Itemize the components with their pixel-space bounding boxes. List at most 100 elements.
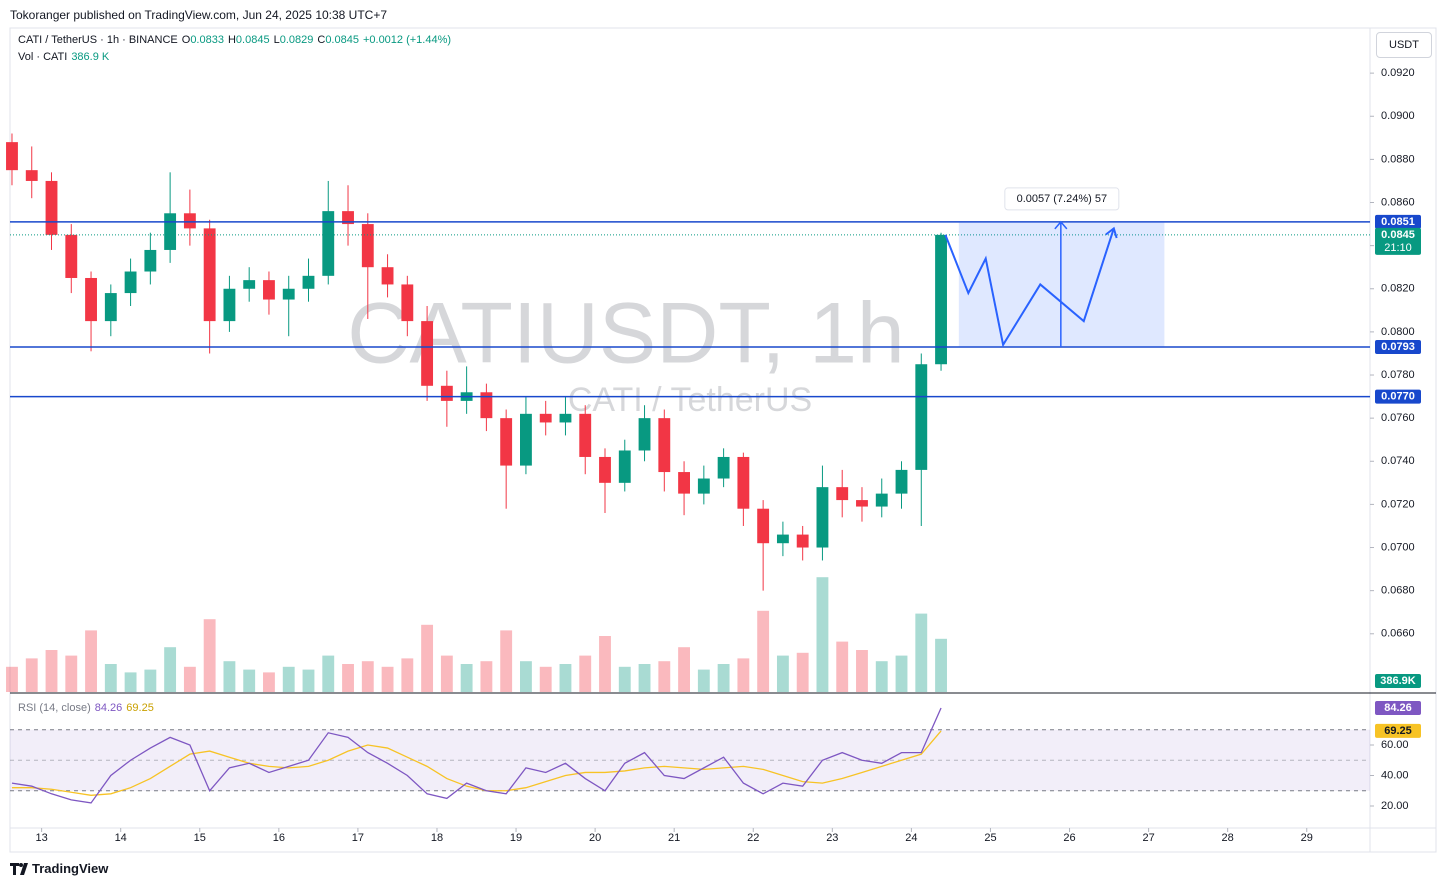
candle-body bbox=[520, 413, 532, 466]
x-tick-label: 14 bbox=[115, 832, 127, 844]
level-badge bbox=[1375, 214, 1421, 229]
candle-body bbox=[243, 280, 256, 289]
candle-body bbox=[816, 487, 829, 548]
volume-bar bbox=[500, 630, 513, 692]
projection-box bbox=[958, 221, 1165, 347]
candle-body bbox=[183, 213, 196, 229]
rsi-line bbox=[11, 707, 942, 804]
rsi-legend: RSI (14, close) 84.26 69.25 bbox=[18, 702, 154, 714]
last-price-label: 0.0845 bbox=[1381, 229, 1415, 241]
volume-bar bbox=[480, 661, 493, 692]
ohlc-item: O0.0833 bbox=[182, 34, 224, 46]
volume-bar bbox=[776, 655, 789, 692]
volume-bar bbox=[579, 655, 592, 692]
volume-bar bbox=[638, 664, 651, 692]
level-label: 0.0793 bbox=[1381, 341, 1415, 353]
volume-bar bbox=[539, 666, 552, 692]
volume-bar bbox=[124, 672, 137, 692]
candle-body bbox=[678, 472, 690, 494]
candle-body bbox=[539, 413, 552, 423]
volume-bar bbox=[361, 661, 374, 692]
y-tick-label: 0.0920 bbox=[1381, 67, 1415, 79]
candle-body bbox=[856, 500, 868, 507]
x-tick-label: 21 bbox=[668, 832, 680, 844]
rsi-tick-label: 60.00 bbox=[1381, 739, 1409, 751]
x-tick-label: 15 bbox=[194, 832, 206, 844]
volume-bar bbox=[342, 664, 354, 692]
volume-bar bbox=[717, 664, 730, 692]
volume-bar bbox=[243, 669, 256, 692]
candle-body bbox=[618, 450, 631, 483]
volume-bar bbox=[104, 664, 117, 692]
y-tick-label: 0.0680 bbox=[1381, 585, 1415, 597]
candle-body bbox=[915, 364, 928, 470]
ohlc-key: L bbox=[273, 34, 280, 46]
volume-bar bbox=[836, 641, 849, 692]
y-tick-label: 0.0700 bbox=[1381, 541, 1415, 553]
x-tick-label: 26 bbox=[1063, 832, 1075, 844]
ohlc-value: 0.0833 bbox=[190, 34, 224, 46]
candle-body bbox=[144, 249, 157, 272]
y-tick-label: 0.0900 bbox=[1381, 110, 1415, 122]
currency-button[interactable]: USDT bbox=[1376, 32, 1432, 58]
x-tick-label: 25 bbox=[984, 832, 996, 844]
rsi-ma-value: 69.25 bbox=[126, 702, 154, 714]
volume-bar bbox=[421, 624, 434, 692]
projection-path bbox=[944, 228, 1115, 348]
candle-body bbox=[440, 385, 453, 401]
candle-body bbox=[658, 418, 671, 473]
rsi-ma-line bbox=[11, 730, 942, 796]
header: Tokoranger published on TradingView.com,… bbox=[10, 8, 388, 22]
y-tick-label: 0.0820 bbox=[1381, 283, 1415, 295]
x-tick-label: 17 bbox=[352, 832, 364, 844]
rsi-tick-label: 40.00 bbox=[1381, 769, 1409, 781]
volume-bar bbox=[915, 613, 928, 692]
volume-bar bbox=[697, 669, 710, 692]
volume-bar bbox=[895, 655, 908, 692]
volume-bar bbox=[935, 638, 947, 692]
y-tick-label: 0.0780 bbox=[1381, 369, 1415, 381]
volume-badge bbox=[1375, 674, 1421, 688]
x-tick-label: 23 bbox=[826, 832, 838, 844]
candle-body bbox=[401, 284, 414, 322]
x-tick-label: 22 bbox=[747, 832, 759, 844]
x-tick-label: 20 bbox=[589, 832, 601, 844]
volume-bar bbox=[45, 650, 58, 692]
ohlc-item: H0.0845 bbox=[228, 34, 270, 46]
rsi-tick-label: 20.00 bbox=[1381, 800, 1409, 812]
volume-bar bbox=[559, 664, 572, 692]
measure-label: 0.0057 (7.24%) 57 bbox=[1017, 193, 1108, 205]
candle-body bbox=[223, 288, 236, 322]
volume-bar bbox=[737, 658, 750, 692]
rsi-label: RSI (14, close) bbox=[18, 702, 91, 714]
candle-body bbox=[579, 413, 592, 457]
candle-body bbox=[500, 418, 513, 466]
ohlc-key: O bbox=[181, 34, 191, 46]
candle-body bbox=[935, 234, 947, 365]
candle-body bbox=[717, 456, 730, 479]
ohlc-value: 0.0845 bbox=[235, 34, 270, 46]
volume-bar bbox=[322, 655, 335, 692]
candle-body bbox=[302, 275, 315, 289]
price-legend: CATI / TetherUS · 1h · BINANCE O0.0833 H0… bbox=[18, 34, 451, 46]
volume-bar bbox=[618, 666, 631, 692]
y-tick-label: 0.0660 bbox=[1381, 628, 1415, 640]
logo bbox=[10, 863, 28, 875]
candle-body bbox=[381, 267, 394, 285]
level-label: 0.0851 bbox=[1381, 216, 1415, 228]
volume-bar bbox=[796, 652, 809, 692]
volume-bar bbox=[164, 647, 177, 692]
y-tick-label: 0.0760 bbox=[1381, 412, 1415, 424]
candle-body bbox=[737, 456, 750, 509]
candle-body bbox=[757, 508, 770, 544]
volume-value: 386.9 K bbox=[71, 51, 110, 63]
candle-body bbox=[65, 234, 78, 278]
y-tick-label: 0.0740 bbox=[1381, 455, 1415, 467]
level-label: 0.0770 bbox=[1381, 390, 1415, 402]
candle-body bbox=[282, 288, 295, 300]
volume-bar bbox=[25, 658, 38, 692]
candle-body bbox=[263, 280, 275, 300]
last-price-badge bbox=[1375, 227, 1421, 255]
ohlc-value: 0.0829 bbox=[279, 34, 314, 46]
ohlc-key: H bbox=[227, 34, 236, 46]
